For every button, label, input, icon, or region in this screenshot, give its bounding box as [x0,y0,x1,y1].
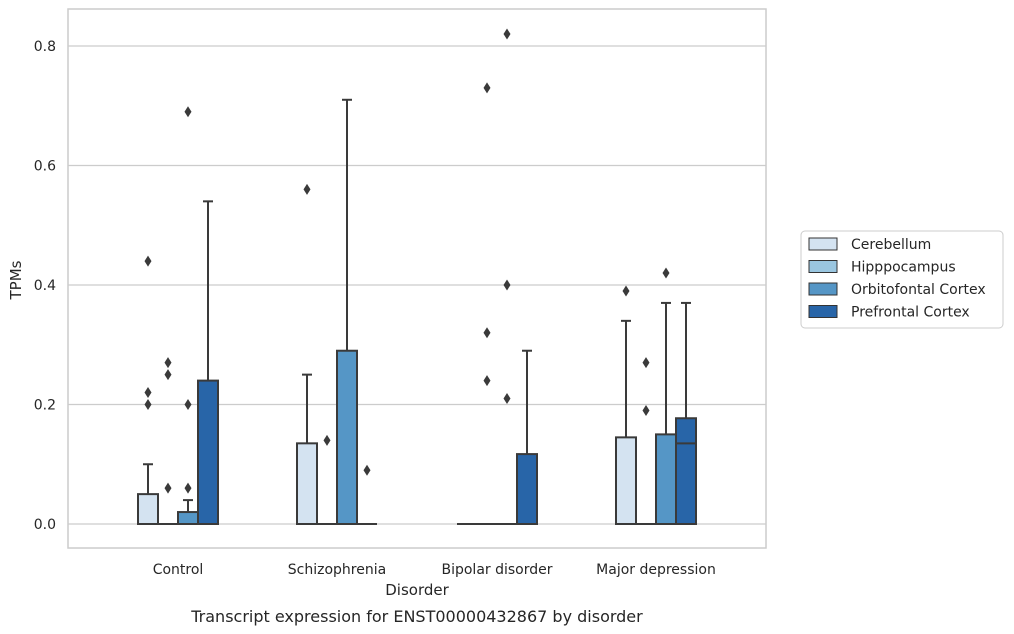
box [177,106,199,525]
y-tick-label: 0.0 [34,517,56,533]
outlier-point [642,404,650,416]
outlier-point [184,399,192,410]
legend-label: Orbitofontal Cortex [851,282,986,298]
plot-frame [67,8,767,549]
box [636,357,656,525]
y-tick-label: 0.4 [34,278,56,294]
box-body [615,436,637,525]
box [615,285,637,525]
y-axis-label: TPMs [7,260,25,300]
box-body [336,349,358,525]
x-tick-label: Major depression [596,562,716,578]
outlier-point [503,28,511,40]
outlier-point [483,375,491,387]
legend-swatch [808,282,838,296]
legend-swatch [808,305,838,318]
outlier-point [184,482,192,494]
legend-item: Hipppocampus [808,260,956,276]
outlier-point [164,357,172,369]
box-body [655,433,677,525]
box-body [296,442,318,525]
series-orbitofontal-cortex [177,28,677,525]
outlier-point [622,285,630,297]
series-hipppocampus [158,82,656,525]
y-tick-labels: 0.0 0.2 0.4 0.6 0.8 [34,39,56,533]
outlier-point [144,255,152,267]
box-body [516,453,538,525]
box [497,28,517,525]
box [516,349,538,525]
outlier-point [164,482,172,494]
box [675,301,697,525]
box [336,98,358,525]
y-tick-label: 0.8 [34,39,56,55]
box [477,82,497,525]
legend-item: Cerebellum [808,237,931,253]
outlier-point [662,267,670,279]
figure-caption: Transcript expression for ENST0000043286… [190,607,643,626]
outlier-point [144,399,152,410]
legend-label: Prefrontal Cortex [851,305,970,321]
outlier-point [483,327,491,339]
box [357,464,377,525]
box [197,200,219,525]
legend: Cerebellum Hipppocampus Orbitofontal Corte… [800,230,1004,329]
y-tick-label: 0.6 [34,159,56,175]
legend-label: Hipppocampus [851,260,956,276]
box [317,434,337,525]
box-series [137,28,697,525]
x-tick-label: Bipolar disorder [441,562,552,578]
series-cerebellum [137,183,637,525]
outlier-point [503,393,511,405]
box [296,183,318,525]
outlier-point [363,464,371,476]
outlier-point [503,279,511,291]
legend-frame [800,230,1004,329]
outlier-point [323,434,331,446]
box [158,357,178,525]
x-tick-label: Control [153,562,204,578]
outlier-point [483,82,491,94]
legend-label: Cerebellum [851,237,931,253]
box-body [197,379,219,525]
x-tick-labels: Control Schizophrenia Bipolar disorder Majo… [153,562,716,578]
outlier-point [642,357,650,369]
x-axis-label: Disorder [385,581,449,599]
outlier-point [164,369,172,381]
outlier-point [144,387,152,399]
legend-swatch [808,237,838,251]
x-tick-label: Schizophrenia [288,562,386,578]
outlier-point [303,183,311,195]
y-tick-label: 0.2 [34,398,56,414]
series-prefrontal-cortex [197,200,697,525]
legend-item: Orbitofontal Cortex [808,282,986,298]
box-body [137,493,159,525]
outlier-point [184,106,192,118]
box [137,255,159,525]
box-body [675,417,697,525]
legend-item: Prefrontal Cortex [808,305,970,321]
legend-swatch [808,260,838,273]
box [655,267,677,525]
box-body [177,511,199,525]
